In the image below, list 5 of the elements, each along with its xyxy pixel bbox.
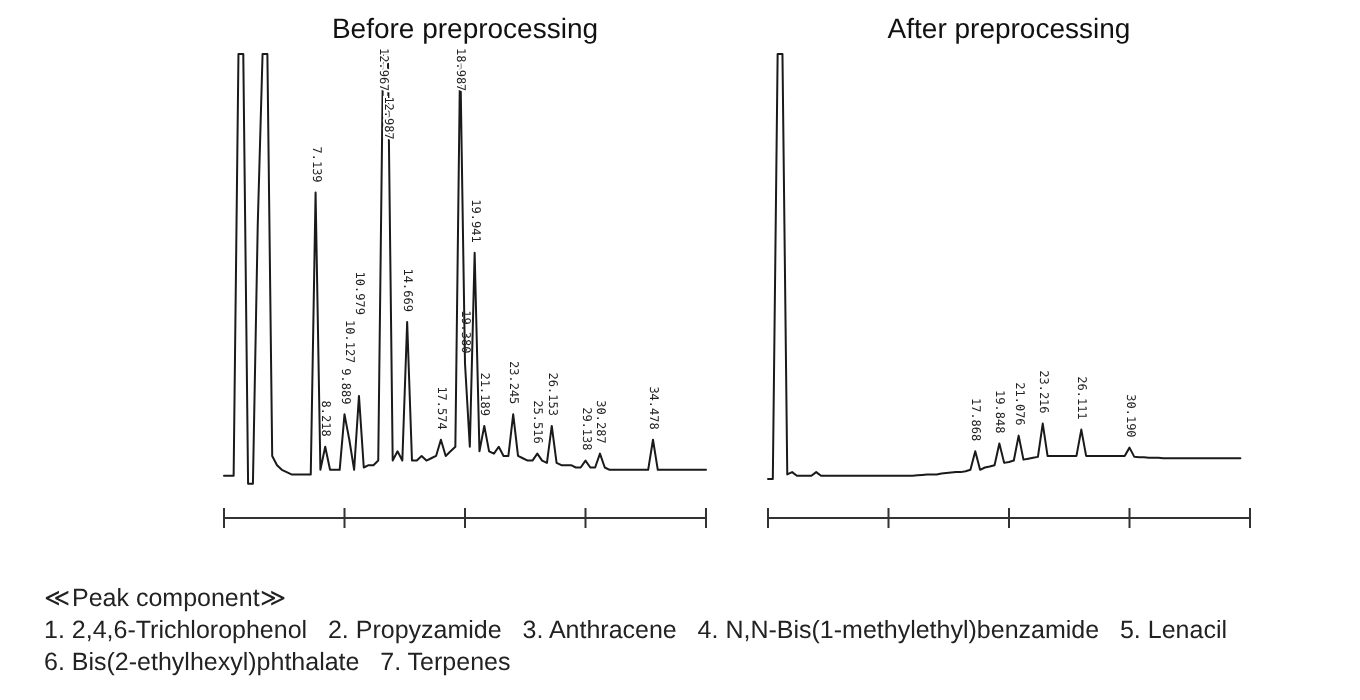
text: 6. Bis(2-ethylhexyl)phthalate 7. Terpenes: [44, 648, 511, 676]
text: ≪Peak component≫: [44, 584, 288, 612]
chart-title: Before preprocessing: [331, 12, 599, 44]
chart-title: After preprocessing: [887, 12, 1131, 44]
text: 1. 2,4,6-Trichlorophenol 2. Propyzamide 3. Anthracene 4. N,N-Bis(1-methylethyl)benzamide 5. Lenacil: [44, 616, 1227, 644]
